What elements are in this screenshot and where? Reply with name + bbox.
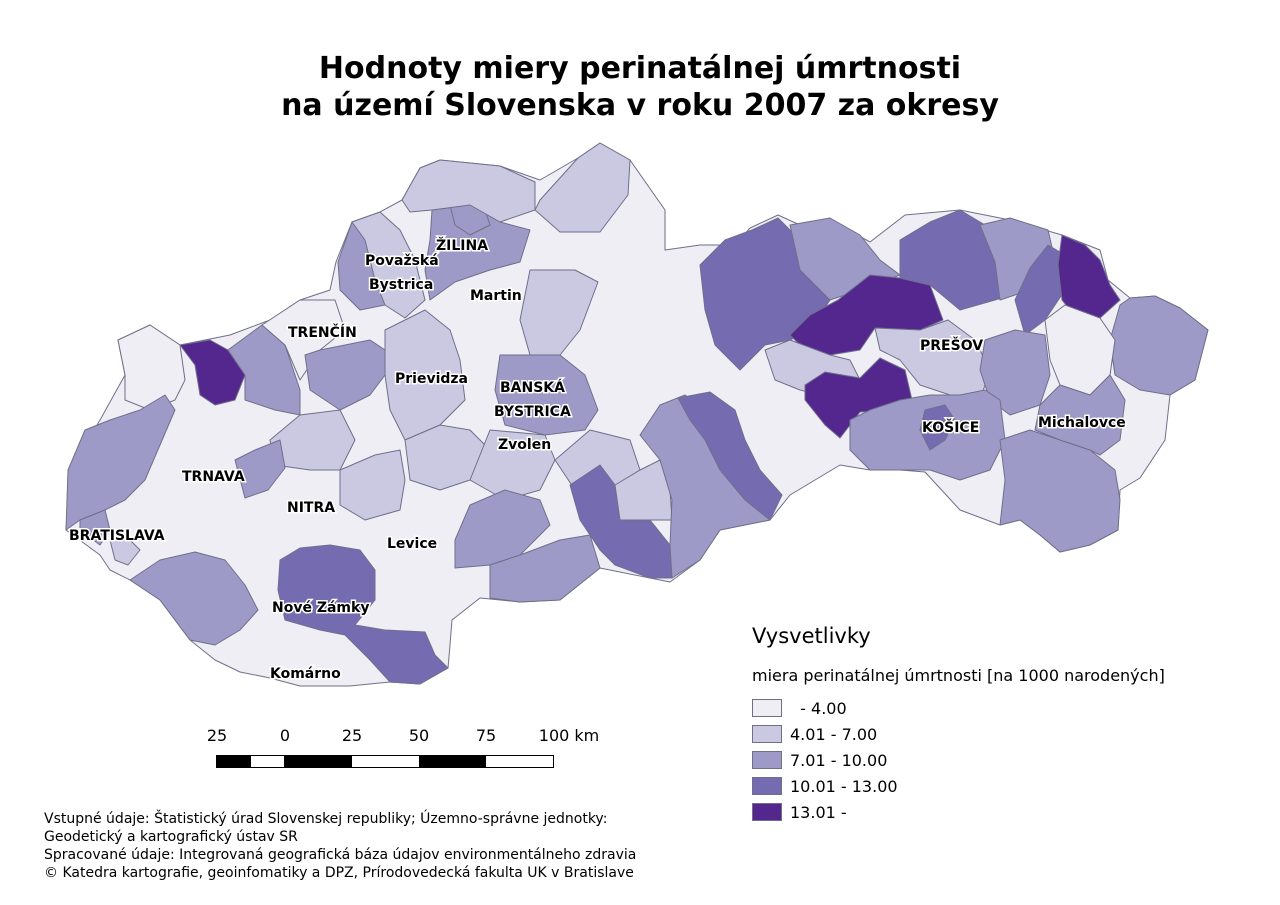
city-label-nitra: NITRA xyxy=(287,500,335,516)
scale-segment xyxy=(486,756,553,767)
district-medzilaborce xyxy=(1057,234,1121,323)
district-prievidza xyxy=(384,309,466,441)
city-label-michalovce: Michalovce xyxy=(1038,415,1126,431)
legend-label: 13.01 - xyxy=(790,802,847,822)
city-label-kosice: KOŠICE xyxy=(922,418,979,436)
scale-segment xyxy=(251,756,284,767)
city-label-bystrica-2: BYSTRICA xyxy=(494,404,571,420)
district-kosice xyxy=(919,404,956,451)
scale-label: 0 xyxy=(279,726,291,745)
scale-bar xyxy=(216,755,554,768)
city-label-presov: PREŠOV xyxy=(920,336,983,354)
district-velky-krtis xyxy=(489,534,601,603)
scale-segment xyxy=(217,756,251,767)
city-label-martin: Martin xyxy=(470,288,522,304)
district-puchov xyxy=(337,221,386,311)
district-senica-skalica xyxy=(117,324,186,411)
legend-title: Vysvetlivky xyxy=(752,624,871,648)
district-myjava xyxy=(179,339,246,406)
map-title-line1: Hodnoty miery perinatálnej úmrtnosti xyxy=(318,51,962,86)
district-nove-zamky xyxy=(277,544,449,685)
scale-label: 25 xyxy=(206,726,228,745)
district-zvolen xyxy=(469,429,556,501)
legend-item: 4.01 - 7.00 xyxy=(752,721,1165,747)
legend-swatch xyxy=(752,751,782,769)
district-zlate-moravce xyxy=(339,449,406,521)
map-title-line2: na území Slovenska v roku 2007 za okresy xyxy=(281,88,999,123)
legend-swatch xyxy=(752,803,782,821)
district-banska-bystrica xyxy=(494,354,599,436)
city-label-zilina: ŽILINA xyxy=(436,237,488,254)
map-title: Hodnoty miery perinatálnej úmrtnosti na … xyxy=(0,50,1280,124)
district-bratislava xyxy=(79,509,111,546)
city-label-trnava: TRNAVA xyxy=(182,469,245,485)
district-snina xyxy=(1109,295,1209,396)
city-label-nove-zamky: Nové Zámky xyxy=(272,600,369,616)
source-line: Spracované údaje: Integrovaná geografick… xyxy=(44,847,637,863)
district-krupina xyxy=(454,489,551,569)
legend-swatch xyxy=(752,725,782,743)
source-notes: Vstupné údaje: Štatistický úrad Slovensk… xyxy=(44,810,636,882)
city-label-povazska: Považská xyxy=(365,253,439,269)
city-label-bratislava: BRATISLAVA xyxy=(69,528,165,544)
scale-label: 100 km xyxy=(538,726,600,745)
city-label-zvolen: Zvolen xyxy=(498,437,551,453)
scale-label: 50 xyxy=(408,726,430,745)
source-line: Vstupné údaje: Štatistický úrad Slovensk… xyxy=(44,811,608,827)
legend-item: 10.01 - 13.00 xyxy=(752,773,1165,799)
legend-subtitle: miera perinatálnej úmrtnosti [na 1000 na… xyxy=(752,666,1165,685)
legend-item: 13.01 - xyxy=(752,799,1165,825)
district-dolny-kubin xyxy=(534,142,631,233)
scale-segment xyxy=(419,756,486,767)
city-label-prievidza: Prievidza xyxy=(395,371,468,387)
legend-label: 4.01 - 7.00 xyxy=(790,724,878,744)
scale-segment xyxy=(352,756,419,767)
district-revuca xyxy=(677,391,783,521)
district-dunajska-streda xyxy=(129,551,259,646)
district-turiec xyxy=(519,269,599,356)
legend: Vysvetlivky miera perinatálnej úmrtnosti… xyxy=(752,624,1165,825)
district-senec xyxy=(109,534,141,566)
source-line: Geodetický a kartografický ústav SR xyxy=(44,829,298,845)
city-label-banska: BANSKÁ xyxy=(500,379,565,396)
legend-item: - 4.00 xyxy=(752,695,1165,721)
city-label-levice: Levice xyxy=(387,536,437,552)
city-label-komarno: Komárno xyxy=(270,666,341,682)
district-trencin xyxy=(261,299,346,381)
legend-swatch xyxy=(752,777,782,795)
legend-label: - 4.00 xyxy=(790,698,847,718)
city-label-trencin: TRENČÍN xyxy=(288,323,357,341)
district-michalovce xyxy=(1034,374,1126,456)
scale-label: 25 xyxy=(341,726,363,745)
scale-labels: 25 0 25 50 75 100 km xyxy=(0,726,700,748)
legend-swatch xyxy=(752,699,782,717)
source-line: © Katedra kartografie, geoinfomatiky a D… xyxy=(44,865,634,881)
scale-segment xyxy=(284,756,352,767)
district-hlohovec xyxy=(234,439,286,499)
district-poltar xyxy=(614,459,673,521)
scale-label: 75 xyxy=(475,726,497,745)
city-label-bystrica: Bystrica xyxy=(369,277,433,293)
legend-item: 7.01 - 10.00 xyxy=(752,747,1165,773)
legend-label: 10.01 - 13.00 xyxy=(790,776,898,796)
legend-label: 7.01 - 10.00 xyxy=(790,750,888,770)
